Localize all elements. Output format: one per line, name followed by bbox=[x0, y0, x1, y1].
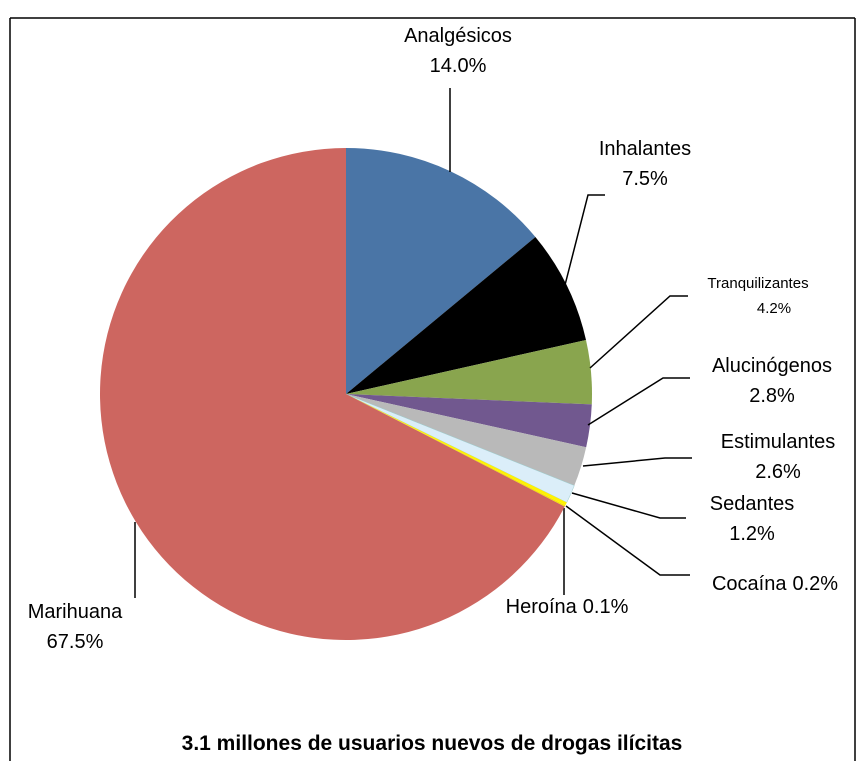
pie-slice bbox=[346, 394, 587, 486]
pie-slice bbox=[346, 237, 587, 394]
pie-slice bbox=[346, 394, 566, 507]
slice-label: Cocaína 0.2% bbox=[712, 573, 838, 595]
value-label: 14.0% bbox=[430, 55, 487, 77]
pie-slice bbox=[346, 394, 567, 506]
category-label: Heroína bbox=[506, 596, 578, 618]
leader-line bbox=[582, 457, 692, 467]
chart-title: 3.1 millones de usuarios nuevos de droga… bbox=[182, 732, 683, 755]
leader-line bbox=[571, 492, 686, 519]
category-label: Analgésicos bbox=[404, 25, 512, 47]
pie-slice bbox=[346, 340, 592, 405]
slice-label: Heroína 0.1% bbox=[506, 596, 629, 618]
category-label: Alucinógenos bbox=[712, 355, 832, 377]
value-label: 67.5% bbox=[47, 631, 104, 653]
pie-slice bbox=[346, 148, 536, 394]
leader-line bbox=[564, 194, 605, 286]
frame bbox=[9, 17, 856, 761]
category-label: Estimulantes bbox=[721, 431, 836, 453]
value-label: 2.6% bbox=[755, 461, 801, 483]
pie-slice bbox=[346, 394, 592, 448]
leader-line bbox=[565, 505, 690, 576]
value-label: 1.2% bbox=[729, 523, 775, 545]
category-label: Tranquilizantes bbox=[707, 275, 808, 292]
value-label: 4.2% bbox=[757, 300, 791, 317]
pie-slice bbox=[99, 148, 565, 640]
leader-line bbox=[589, 295, 688, 369]
category-label: Marihuana bbox=[28, 601, 123, 623]
value-label: 0.1% bbox=[583, 596, 629, 618]
value-label: 0.2% bbox=[792, 573, 838, 595]
value-label: 2.8% bbox=[749, 385, 795, 407]
leader-line bbox=[587, 377, 690, 426]
pie-slice bbox=[345, 393, 575, 503]
value-label: 7.5% bbox=[622, 168, 668, 190]
category-label: Cocaína bbox=[712, 573, 787, 595]
category-label: Inhalantes bbox=[599, 138, 691, 160]
category-label: Sedantes bbox=[710, 493, 795, 515]
